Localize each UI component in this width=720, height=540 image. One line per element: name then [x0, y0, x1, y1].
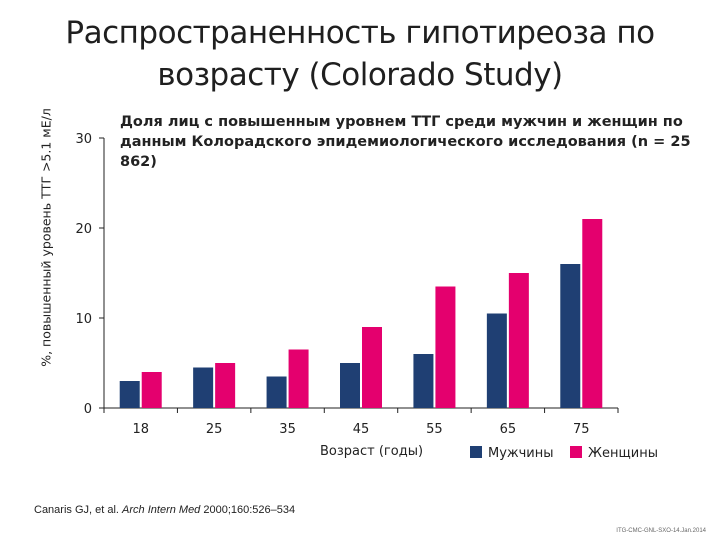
x-tick-label: 25 — [206, 422, 223, 437]
footer-code: ITG-CMC-GNL-SXO-14.Jan.2014 — [616, 528, 706, 534]
citation-details: 2000;160:526–534 — [203, 504, 296, 516]
bar-women — [215, 363, 236, 408]
citation: Canaris GJ, et al. Arch Intern Med 2000;… — [34, 504, 295, 516]
legend-swatch-women — [570, 446, 582, 458]
legend-swatch-men — [470, 446, 482, 458]
bar-men — [560, 264, 581, 408]
chart-subtitle: Доля лиц с повышенным уровнем ТТГ среди … — [120, 114, 691, 170]
bar-men — [193, 367, 214, 408]
citation-authors: Canaris GJ, et al. — [34, 504, 119, 516]
citation-journal: Arch Intern Med — [122, 504, 201, 516]
y-tick-label: 0 — [84, 402, 92, 417]
bar-women — [141, 372, 162, 408]
x-tick-label: 75 — [573, 422, 590, 437]
legend-label-women: Женщины — [588, 446, 658, 461]
x-tick-label: 45 — [353, 422, 370, 437]
bar-women — [435, 286, 456, 408]
x-tick-label: 55 — [426, 422, 443, 437]
x-tick-label: 18 — [132, 422, 149, 437]
bar-men — [413, 354, 434, 408]
bar-women — [582, 219, 603, 408]
x-axis-label: Возраст (годы) — [320, 444, 424, 459]
slide-title: Распространенность гипотиреоза по возрас… — [65, 15, 655, 93]
bar-men — [486, 313, 507, 408]
legend-label-men: Мужчины — [488, 446, 554, 461]
x-tick-label: 35 — [279, 422, 296, 437]
bar-women — [508, 273, 529, 408]
legend-item-women: Женщины — [570, 446, 658, 461]
bar-women — [362, 327, 382, 408]
y-tick-label: 20 — [75, 222, 92, 237]
y-tick-label: 30 — [75, 132, 92, 147]
legend-item-men: Мужчины — [470, 446, 554, 461]
bar-women — [288, 349, 309, 408]
x-tick-label: 65 — [500, 422, 517, 437]
y-tick-label: 10 — [75, 312, 92, 327]
bar-men — [119, 381, 140, 408]
bar-men — [266, 376, 287, 408]
bar-men — [340, 363, 360, 408]
